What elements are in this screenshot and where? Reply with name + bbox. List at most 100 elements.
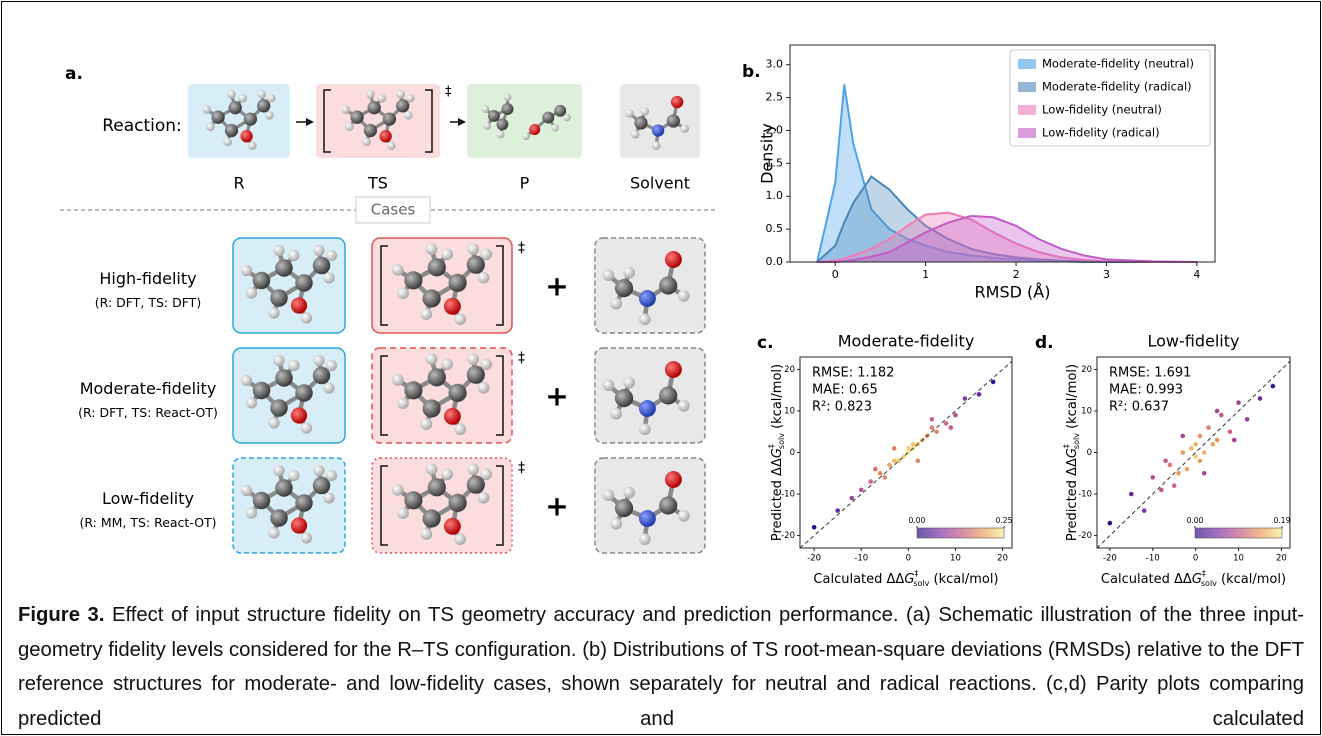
axis-label-part: (kcal/mol) [929,572,998,587]
y-tick-label: 1.0 [766,189,784,202]
panel-label: b. [742,62,761,82]
atom [313,464,325,477]
atom [441,468,454,481]
point [1167,462,1173,468]
atom [554,104,567,117]
y-axis-label: Density [758,123,777,184]
atom [480,468,493,481]
atom [312,366,331,385]
point [811,524,817,530]
atom [224,123,239,138]
atom [480,248,493,261]
point [1176,470,1181,476]
atom [420,528,433,540]
atom [610,517,623,530]
atom [420,308,433,320]
axis-label-part: solv [1072,433,1081,449]
axis-label-part: ‡ [1062,444,1071,448]
ts-mark: ‡ [445,85,452,100]
legend-box [1009,49,1211,147]
atom [245,287,258,299]
point [1231,437,1237,443]
atom [487,109,500,122]
atom [680,124,689,133]
point [1180,450,1186,455]
atom [379,130,392,143]
y-tick-label: -10 [1078,490,1092,500]
colorbar [916,527,1005,539]
reaction-label: Reaction: [102,116,182,136]
atom [614,279,634,298]
atom [396,90,406,99]
atom [290,407,308,424]
point [1163,458,1168,464]
point [1214,408,1220,414]
atom [325,359,338,372]
atom [240,264,253,277]
atom [223,137,232,147]
atom [610,297,623,310]
point [1129,491,1134,497]
species-label: Solvent [630,174,690,193]
atom [267,93,276,103]
point [1206,425,1211,430]
axis-label-part: Predicted ΔΔ [770,458,785,541]
atom [670,95,684,109]
atom [273,354,285,367]
x-tick-label: 0 [1193,554,1198,564]
atom [448,383,467,402]
atom [466,475,485,494]
ts-mark: ‡ [518,240,525,256]
axis-label-part: G [1065,448,1080,458]
atom [427,478,446,497]
axis-label: Calculated ΔΔG‡ solv (kcal/mol) [1101,569,1286,588]
legend-label: Moderate-fidelity (neutral) [1042,57,1194,71]
arrowhead [306,118,314,126]
atom [467,353,480,365]
y-tick-label: 3.0 [766,58,784,71]
atom [227,90,236,99]
atom [522,132,531,141]
point [1219,412,1224,418]
atom [634,116,648,130]
atom [448,273,467,292]
atom [602,489,615,501]
y-tick-label: -20 [1078,531,1092,541]
caption: Figure 3. Effect of input structure fide… [18,598,1304,734]
atom [211,110,225,124]
cases-box [355,196,431,224]
atom [397,397,409,410]
atom [454,423,467,436]
atom [295,384,313,402]
point [1171,483,1177,489]
atom [273,244,285,257]
legend-label: Low-fidelity (radical) [1042,126,1160,140]
point [1141,508,1147,513]
atom [666,114,680,128]
point [1244,416,1250,422]
atom [623,486,636,499]
atom [420,418,433,430]
atom [290,517,308,534]
axis-label-part: ‡ [1202,569,1206,578]
atom [496,130,505,139]
density-area [817,212,1197,262]
atom [441,358,454,371]
annotation: R²: 0.637 [1109,400,1169,415]
case-detail: (R: MM, TS: React-OT) [79,515,216,530]
atom [501,103,514,116]
x-tick-label: 20 [997,554,1008,564]
atom [240,484,253,497]
point [1214,437,1220,443]
atom [563,113,571,122]
y-tick-label: -20 [781,531,795,541]
atom [454,313,467,326]
legend-label: Moderate-fidelity (radical) [1042,80,1192,94]
plus: + [545,490,568,523]
atom [427,258,446,277]
atom [425,463,438,475]
point [1201,450,1207,455]
atom [243,112,258,126]
atom [659,276,678,295]
